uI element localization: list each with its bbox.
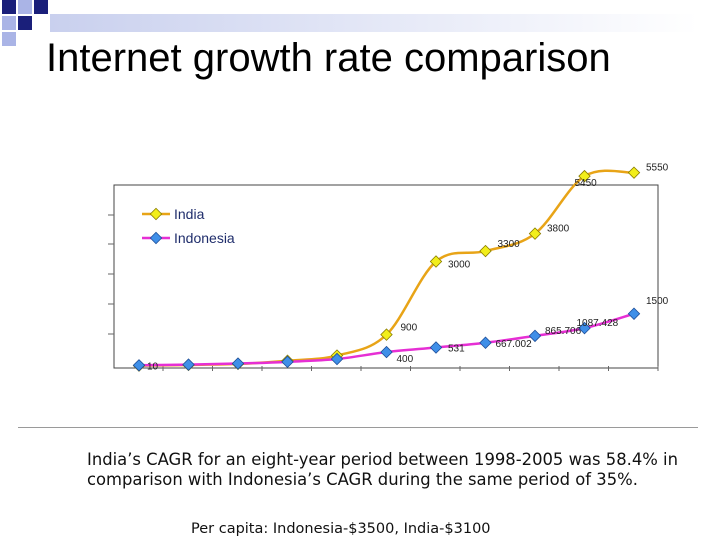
india-data-label: 3300 — [498, 239, 521, 250]
indonesia-data-label: 1500 — [646, 296, 669, 307]
indonesia-point — [429, 341, 443, 354]
y-axis-ticks — [108, 214, 114, 335]
deco-square-light-2 — [2, 16, 16, 30]
indonesia-point — [132, 359, 146, 372]
indonesia-point — [578, 321, 591, 335]
deco-gradient-bar — [50, 14, 698, 32]
indonesia-point — [182, 358, 195, 371]
deco-square-dark-2 — [34, 0, 48, 14]
indonesia-data-label: 531 — [448, 344, 465, 355]
india-point — [528, 227, 542, 240]
legend-marker-india — [149, 207, 163, 221]
india-data-label: 900 — [401, 323, 418, 334]
india-data-label: 5450 — [575, 178, 598, 189]
deco-square-dark-3 — [18, 16, 32, 30]
per-capita-text: Per capita: Indonesia-$3500, India-$3100 — [191, 521, 491, 537]
india-data-label: 5550 — [646, 163, 669, 174]
indonesia-data-label: 400 — [397, 354, 414, 365]
data-labels: 10 900 3000 3300 3800 5450 5550 400 531 667.002 86… — [147, 163, 669, 373]
series-points-indonesia — [132, 307, 641, 372]
legend-label-indonesia: Indonesia — [174, 230, 235, 246]
indonesia-data-label: 1087.428 — [577, 318, 619, 329]
india-data-label: 10 — [147, 362, 159, 373]
slide-title: Internet growth rate comparison — [46, 36, 611, 80]
legend-label-india: India — [174, 206, 205, 222]
indonesia-data-label: 865.706 — [545, 326, 582, 337]
cagr-text: India’s CAGR for an eight-year period be… — [87, 450, 678, 489]
india-data-label: 3000 — [448, 260, 471, 271]
indonesia-point — [627, 307, 641, 320]
legend: India Indonesia — [136, 203, 246, 249]
legend-marker-indonesia — [149, 231, 163, 245]
indonesia-data-label: 667.002 — [496, 339, 533, 350]
deco-square-dark-1 — [2, 0, 16, 14]
india-point — [578, 169, 591, 183]
india-point — [479, 244, 492, 258]
indonesia-point — [281, 355, 294, 369]
indonesia-point — [380, 345, 393, 359]
indonesia-point — [231, 357, 245, 370]
x-axis-ticks — [162, 366, 659, 371]
india-point — [429, 255, 443, 268]
deco-square-light-1 — [18, 0, 32, 14]
india-point — [627, 166, 641, 179]
indonesia-point — [330, 352, 344, 366]
india-point — [380, 328, 393, 341]
india-data-label: 3800 — [547, 224, 570, 235]
indonesia-point — [528, 329, 542, 343]
indonesia-point — [479, 336, 492, 349]
divider-line — [18, 427, 698, 428]
deco-square-light-3 — [2, 32, 16, 46]
